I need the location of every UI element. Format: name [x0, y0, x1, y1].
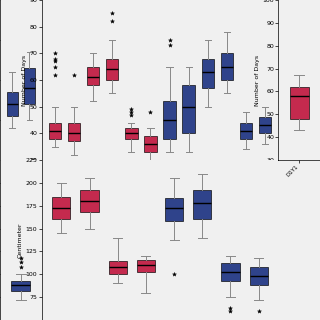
PathPatch shape	[49, 123, 61, 139]
X-axis label: DF50: DF50	[152, 181, 168, 186]
Y-axis label: Centimeter: Centimeter	[18, 222, 23, 258]
PathPatch shape	[6, 92, 18, 116]
PathPatch shape	[193, 190, 212, 220]
PathPatch shape	[163, 101, 176, 139]
PathPatch shape	[165, 198, 183, 221]
PathPatch shape	[220, 53, 233, 80]
PathPatch shape	[202, 59, 214, 88]
PathPatch shape	[80, 190, 99, 212]
PathPatch shape	[87, 67, 100, 85]
PathPatch shape	[137, 260, 155, 272]
PathPatch shape	[144, 136, 157, 152]
PathPatch shape	[259, 117, 271, 133]
PathPatch shape	[125, 128, 138, 139]
PathPatch shape	[52, 196, 70, 220]
PathPatch shape	[68, 123, 80, 141]
PathPatch shape	[106, 59, 118, 80]
PathPatch shape	[250, 267, 268, 285]
Y-axis label: Number of Days: Number of Days	[22, 54, 27, 106]
PathPatch shape	[108, 261, 127, 274]
PathPatch shape	[221, 263, 240, 281]
PathPatch shape	[182, 85, 195, 133]
Y-axis label: Number of Days: Number of Days	[255, 54, 260, 106]
PathPatch shape	[240, 123, 252, 139]
PathPatch shape	[290, 87, 309, 119]
PathPatch shape	[24, 68, 35, 104]
PathPatch shape	[11, 281, 30, 291]
